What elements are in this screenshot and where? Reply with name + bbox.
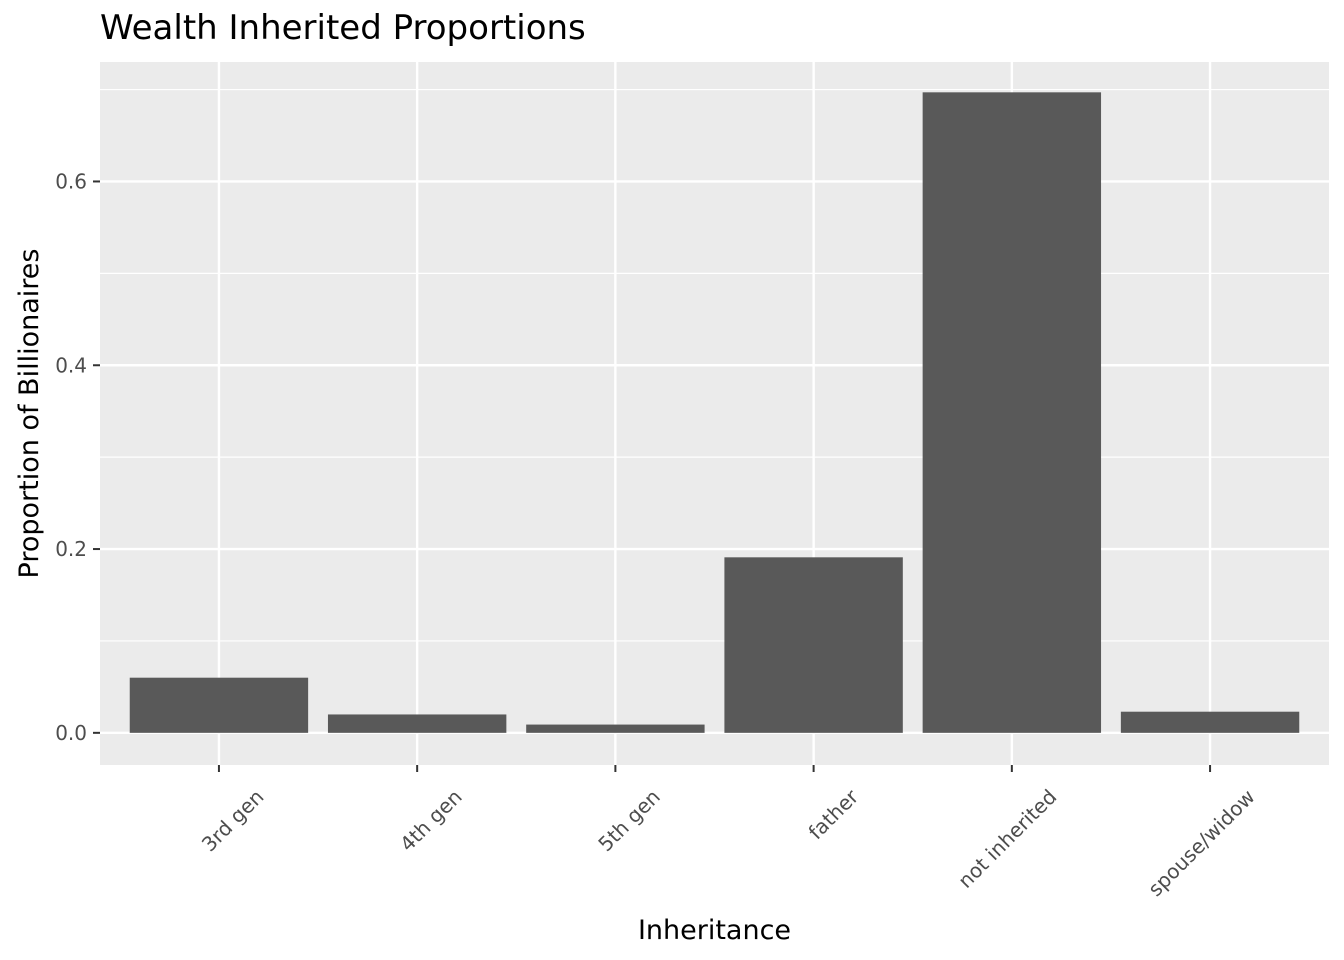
x-axis-title: Inheritance (638, 915, 791, 946)
y-tick-label: 0.4 (55, 353, 87, 377)
x-tick-label: 5th gen (593, 785, 665, 857)
minor-gridlines (100, 88, 1329, 642)
y-tick-label: 0.0 (55, 721, 87, 745)
x-tick-label: father (804, 784, 864, 844)
x-tick-label: not inherited (953, 785, 1061, 893)
y-tick-label: 0.2 (55, 537, 87, 561)
bar-not-inherited (922, 92, 1102, 733)
bars (129, 92, 1300, 733)
x-tick-label: 3rd gen (197, 785, 269, 857)
bar-3rd-gen (129, 677, 309, 733)
bar-5th-gen (526, 724, 705, 733)
y-axis: 0.0 0.2 0.4 0.6 (55, 169, 100, 745)
y-tick-label: 0.6 (55, 169, 87, 193)
major-gridlines (100, 62, 1329, 765)
y-axis-title: Proportion of Billionaires (14, 249, 45, 579)
bar-spouse-widow (1120, 711, 1300, 733)
x-tick-label: 4th gen (395, 785, 467, 857)
bar-father (724, 557, 903, 733)
x-tick-label: spouse/widow (1143, 785, 1259, 901)
bar-4th-gen (327, 714, 507, 733)
x-axis: 3rd gen 4th gen 5th gen father not inherited… (197, 765, 1260, 901)
chart-title: Wealth Inherited Proportions (100, 8, 586, 48)
plot-panel (100, 62, 1329, 765)
